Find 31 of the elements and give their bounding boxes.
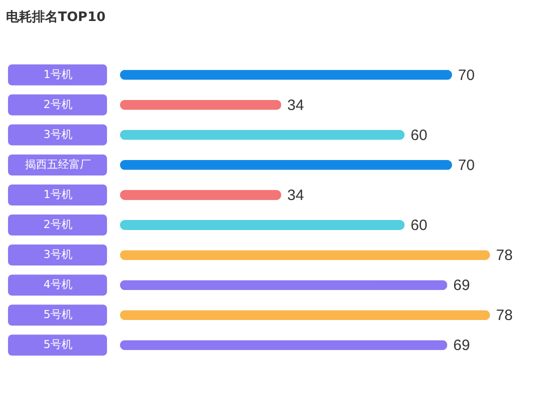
bar xyxy=(120,280,448,290)
bar xyxy=(120,190,282,200)
chart-title: 电耗排名TOP10 xyxy=(6,9,106,25)
bar xyxy=(120,130,405,140)
data-label: 60 xyxy=(410,126,428,144)
data-label: 34 xyxy=(287,186,304,204)
y-tick-label: 1号机 xyxy=(44,68,72,81)
y-tick-label: 揭西五经富厂 xyxy=(25,158,91,171)
data-label: 69 xyxy=(453,277,470,294)
y-tick-label: 5号机 xyxy=(44,308,72,322)
data-label: 60 xyxy=(410,217,428,234)
y-tick-label: 3号机 xyxy=(44,128,72,141)
data-label: 78 xyxy=(496,247,513,264)
bar xyxy=(120,100,282,110)
y-tick-label: 2号机 xyxy=(44,218,72,232)
bar xyxy=(120,70,452,80)
data-label: 70 xyxy=(458,156,475,174)
y-tick-label: 1号机 xyxy=(44,188,72,201)
bar xyxy=(120,160,452,170)
y-tick-label: 2号机 xyxy=(44,98,72,111)
y-tick-label: 3号机 xyxy=(44,248,72,262)
bar xyxy=(120,310,490,320)
y-tick-label: 5号机 xyxy=(44,338,72,352)
data-label: 34 xyxy=(287,96,304,114)
data-label: 69 xyxy=(453,337,470,354)
y-tick-label: 4号机 xyxy=(44,278,72,292)
data-label: 78 xyxy=(496,307,513,324)
bar xyxy=(120,250,490,260)
bar xyxy=(120,220,405,230)
data-label: 70 xyxy=(458,66,475,84)
bar xyxy=(120,340,448,350)
